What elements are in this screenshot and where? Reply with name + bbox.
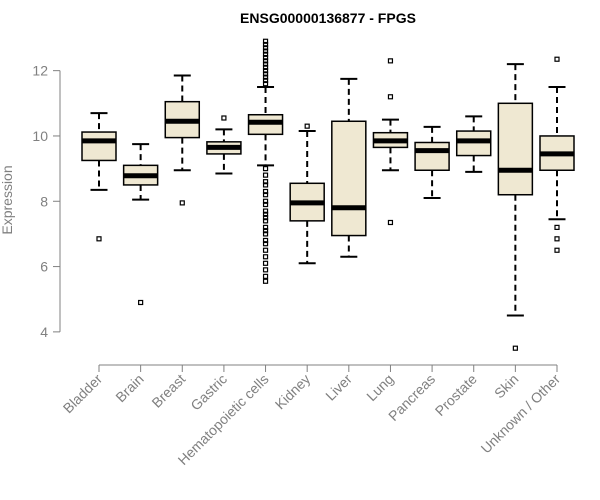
x-tick-label: Brain: [112, 371, 146, 405]
outlier-point: [96, 236, 102, 242]
outlier-point: [262, 188, 269, 195]
x-tick-label: Unknown / Other: [478, 371, 564, 457]
outlier-point: [262, 38, 269, 44]
outlier-point: [262, 48, 269, 54]
outlier-point: [262, 267, 269, 273]
outlier-point: [262, 192, 269, 198]
outlier-point: [554, 224, 560, 230]
box-prostate: [455, 115, 492, 173]
outlier-point: [387, 219, 394, 226]
y-axis: 4 6 8 10 12: [32, 63, 61, 340]
x-tick-label: Breast: [148, 371, 188, 411]
outlier-point: [262, 224, 269, 230]
y-tick-label: 4: [40, 324, 48, 340]
y-axis-label: Expression: [0, 165, 15, 234]
outlier-point: [387, 58, 394, 64]
outlier-point: [262, 231, 269, 237]
outlier-point: [262, 273, 269, 279]
outlier-point: [262, 58, 269, 64]
outlier-point: [554, 56, 560, 62]
y-tick-label: 6: [40, 259, 48, 275]
outlier-point: [387, 94, 394, 100]
x-tick-label: Prostate: [432, 371, 480, 419]
box-bladder: [81, 112, 117, 242]
iqr-box: [331, 120, 367, 237]
outlier-point: [262, 172, 269, 178]
box-brain: [122, 143, 159, 306]
box-gastric: [206, 115, 242, 175]
box-hematopoietic-cells: [247, 38, 284, 284]
outlier-point: [262, 211, 269, 217]
outlier-point: [262, 237, 269, 244]
outlier-point: [262, 54, 269, 61]
box-liver: [331, 77, 367, 258]
outlier-point: [262, 61, 269, 67]
outlier-point: [554, 247, 560, 253]
outlier-point: [262, 247, 269, 253]
outlier-point: [554, 236, 560, 242]
y-tick-label: 8: [40, 193, 48, 209]
outlier-point: [262, 81, 269, 87]
iqr-box: [81, 131, 117, 162]
outlier-point: [262, 208, 269, 214]
outlier-point: [262, 179, 269, 185]
outlier-point: [262, 64, 269, 70]
y-tick-label: 10: [32, 128, 48, 144]
outlier-point: [262, 74, 269, 80]
box-pancreas: [414, 125, 450, 199]
outlier-point: [262, 254, 269, 260]
outlier-point: [262, 41, 269, 48]
chart-title: ENSG00000136877 - FPGS: [240, 10, 416, 26]
outlier-point: [262, 71, 269, 77]
outlier-point: [262, 45, 269, 51]
outlier-point: [221, 115, 227, 121]
outlier-point: [304, 123, 310, 129]
x-tick-label: Kidney: [272, 371, 314, 413]
iqr-box: [414, 141, 450, 171]
outlier-point: [262, 51, 269, 57]
box-skin: [497, 63, 534, 351]
box-breast: [164, 74, 201, 206]
outlier-point: [262, 214, 269, 221]
x-tick-label: Bladder: [60, 371, 106, 417]
outlier-point: [262, 241, 269, 247]
outlier-point: [262, 278, 269, 284]
x-tick-label: Lung: [363, 371, 396, 404]
outlier-point: [262, 77, 269, 84]
outlier-point: [262, 201, 269, 208]
outlier-point: [138, 299, 144, 306]
outlier-point: [179, 200, 185, 206]
y-tick-label: 12: [32, 63, 48, 79]
outlier-point: [262, 228, 269, 234]
outlier-point: [262, 218, 269, 224]
outlier-point: [262, 68, 269, 74]
plot-area: [81, 38, 575, 351]
outlier-point: [262, 198, 269, 204]
outlier-point: [512, 345, 518, 351]
box-kidney: [289, 123, 325, 265]
outlier-point: [262, 166, 269, 172]
box-lung: [372, 58, 409, 226]
outlier-point: [262, 260, 269, 266]
box-unknown-other: [539, 56, 575, 253]
x-tick-label: Skin: [491, 371, 522, 402]
x-tick-label: Liver: [322, 371, 355, 404]
iqr-box: [497, 102, 534, 196]
outlier-point: [262, 182, 269, 188]
